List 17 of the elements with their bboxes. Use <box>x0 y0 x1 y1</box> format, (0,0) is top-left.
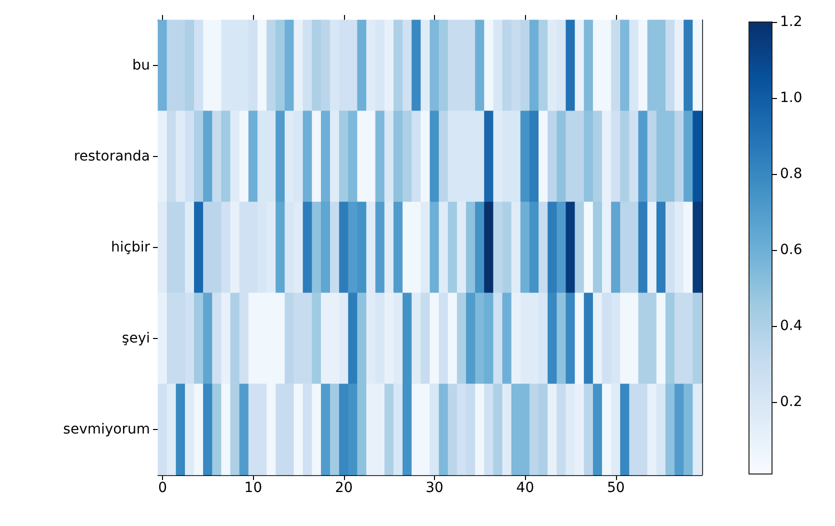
y-tick-label: bu <box>132 58 150 74</box>
color-bar-label: 0.8 <box>780 166 802 182</box>
color-bar-label: 1.2 <box>780 14 802 30</box>
y-tick-label: sevmiyorum <box>63 422 150 438</box>
y-tick-label: şeyi <box>122 330 150 346</box>
color-bar-label: 1.0 <box>780 90 802 106</box>
color-bar-label: 0.4 <box>780 318 802 334</box>
color-bar-label: 0.2 <box>780 394 802 410</box>
x-tick-label: 0 <box>158 480 167 496</box>
x-tick-label: 30 <box>426 480 444 496</box>
y-tick-label: restoranda <box>74 148 150 164</box>
x-tick-label: 50 <box>606 480 625 496</box>
x-tick-label: 20 <box>334 480 353 496</box>
color-bar-label: 0.6 <box>780 242 802 258</box>
x-tick-label: 10 <box>244 480 262 496</box>
y-tick-label: hiçbir <box>111 240 150 256</box>
x-tick-label: 40 <box>516 480 534 496</box>
